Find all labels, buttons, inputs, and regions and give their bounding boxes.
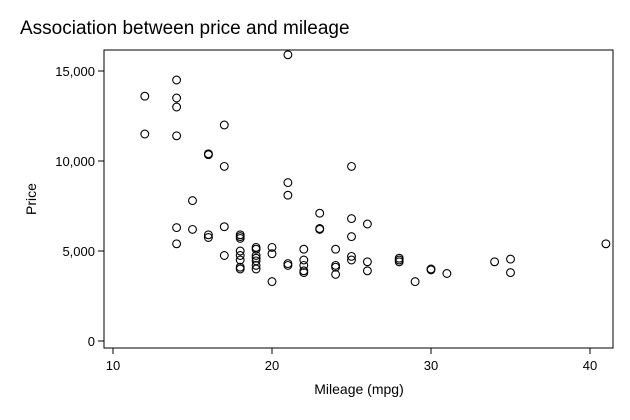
data-point: [251, 253, 261, 263]
data-point: [299, 244, 309, 254]
data-point: [362, 219, 372, 229]
data-point: [283, 190, 293, 200]
data-point: [235, 255, 245, 265]
data-point: [426, 265, 436, 275]
data-point: [442, 269, 452, 278]
data-point: [410, 277, 420, 287]
data-points: [140, 50, 611, 287]
data-point: [283, 260, 293, 270]
data-point: [219, 222, 229, 232]
data-point: [299, 260, 309, 270]
data-point: [203, 150, 213, 160]
data-point: [331, 262, 341, 272]
y-tick-label: 5,000: [62, 244, 95, 259]
data-point: [347, 251, 356, 261]
data-point: [362, 266, 372, 276]
data-point: [219, 120, 229, 130]
data-point: [394, 257, 404, 267]
data-point: [172, 93, 182, 103]
data-point: [347, 255, 356, 265]
data-point: [251, 260, 261, 270]
data-point: [299, 255, 309, 265]
data-point: [362, 257, 372, 267]
x-tick-label: 20: [265, 358, 279, 373]
data-point: [140, 129, 150, 139]
data-point: [140, 91, 150, 101]
data-point: [267, 277, 277, 287]
data-point: [235, 233, 245, 243]
data-point: [331, 244, 341, 254]
data-point: [267, 242, 277, 252]
x-axis-label: Mileage (mpg): [314, 381, 403, 397]
data-point: [315, 208, 325, 218]
data-point: [235, 264, 245, 274]
data-point: [251, 264, 261, 274]
y-axis: 0 5,000 10,000 15,000: [55, 64, 104, 349]
data-point: [315, 224, 325, 234]
data-point: [172, 102, 182, 112]
data-point: [188, 196, 197, 206]
data-point: [219, 161, 229, 171]
x-tick-label: 40: [583, 358, 597, 373]
data-point: [283, 50, 293, 60]
data-point: [299, 268, 309, 278]
data-point: [251, 244, 261, 254]
data-point: [347, 232, 356, 242]
data-point: [203, 233, 213, 242]
x-axis: 10 20 30 40: [106, 348, 597, 373]
data-point: [235, 246, 245, 256]
data-point: [283, 178, 293, 188]
data-point: [267, 249, 277, 259]
data-point: [203, 230, 213, 240]
data-point: [331, 269, 341, 279]
y-tick-label: 10,000: [55, 154, 95, 169]
data-point: [601, 239, 611, 249]
y-tick-label: 15,000: [55, 64, 95, 79]
data-point: [347, 214, 356, 224]
y-tick-label: 0: [88, 334, 95, 349]
data-point: [172, 131, 182, 141]
chart-title: Association between price and mileage: [20, 18, 350, 39]
data-point: [490, 257, 500, 267]
data-point: [172, 239, 182, 249]
data-point: [172, 223, 182, 233]
data-point: [506, 268, 515, 278]
x-tick-label: 30: [424, 358, 438, 373]
y-axis-label: Price: [23, 183, 39, 215]
data-point: [219, 251, 229, 260]
data-point: [188, 224, 197, 234]
data-point: [347, 161, 356, 171]
data-point: [235, 251, 245, 260]
plot-area: [103, 49, 614, 349]
data-point: [172, 75, 182, 85]
x-tick-label: 10: [106, 358, 120, 373]
data-point: [251, 251, 261, 260]
data-point: [506, 254, 515, 264]
